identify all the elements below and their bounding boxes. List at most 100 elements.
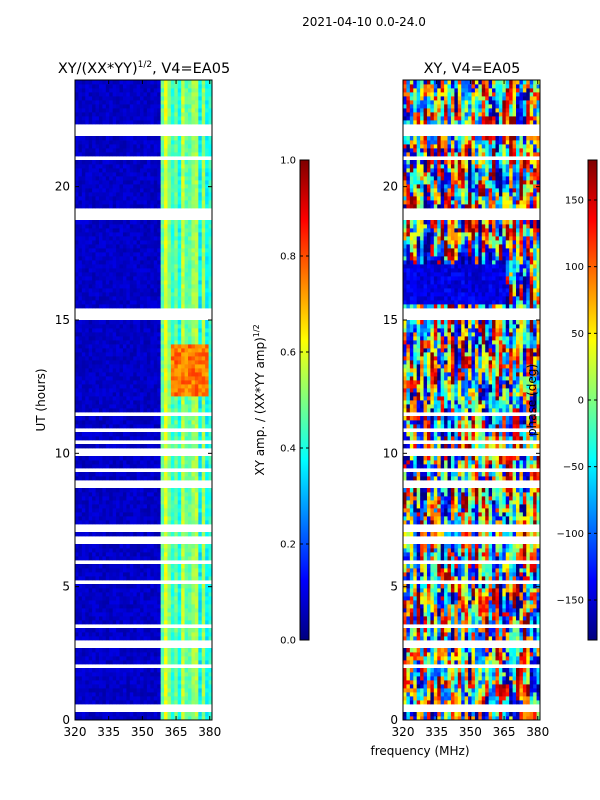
heatmap-cell	[129, 256, 134, 261]
heatmap-cell	[157, 596, 162, 601]
heatmap-cell	[88, 424, 93, 429]
heatmap-cell	[98, 500, 103, 505]
heatmap-cell	[143, 692, 148, 697]
heatmap-cell	[105, 616, 110, 621]
heatmap-cell	[126, 276, 131, 281]
heatmap-cell	[167, 472, 172, 477]
heatmap-cell	[205, 324, 209, 329]
heatmap-cell	[177, 552, 182, 557]
heatmap-cell	[157, 264, 162, 269]
heatmap-cell	[170, 240, 175, 245]
heatmap-cell	[136, 228, 141, 233]
heatmap-cell	[75, 608, 79, 613]
heatmap-cell	[157, 692, 162, 697]
heatmap-cell	[116, 224, 120, 229]
heatmap-cell	[78, 200, 83, 205]
heatmap-cell	[153, 204, 158, 209]
heatmap-cell	[188, 544, 192, 549]
heatmap-cell	[188, 672, 192, 677]
heatmap-cell	[146, 608, 151, 613]
heatmap-cell	[98, 200, 103, 205]
heatmap-cell	[170, 508, 175, 513]
heatmap-cell	[167, 632, 172, 637]
heatmap-cell	[81, 260, 86, 265]
heatmap-cell	[208, 696, 213, 701]
heatmap-cell	[95, 112, 100, 117]
heatmap-cell	[140, 444, 144, 449]
heatmap-cell	[109, 180, 114, 185]
heatmap-cell	[174, 252, 179, 257]
heatmap-cell	[129, 392, 134, 397]
heatmap-cell	[122, 548, 127, 553]
heatmap-cell	[78, 176, 83, 181]
heatmap-cell	[157, 272, 162, 277]
heatmap-cell	[181, 376, 185, 381]
heatmap-cell	[133, 120, 138, 125]
heatmap-cell	[102, 604, 107, 609]
heatmap-cell	[205, 548, 209, 553]
heatmap-cell	[105, 424, 110, 429]
heatmap-cell	[153, 648, 158, 653]
heatmap-cell	[201, 460, 206, 465]
heatmap-cell	[188, 492, 192, 497]
heatmap-cell	[116, 372, 120, 377]
heatmap-cell	[160, 364, 165, 369]
heatmap-cell	[102, 112, 107, 117]
heatmap-cell	[201, 584, 206, 589]
heatmap-cell	[81, 460, 86, 465]
heatmap-cell	[174, 352, 179, 357]
heatmap-cell	[188, 520, 192, 525]
heatmap-cell	[177, 420, 182, 425]
heatmap-cell	[174, 332, 179, 337]
heatmap-cell	[201, 224, 206, 229]
heatmap-cell	[126, 168, 131, 173]
heatmap-cell	[98, 140, 103, 145]
heatmap-cell	[133, 436, 138, 441]
heatmap-cell	[85, 172, 90, 177]
heatmap-cell	[160, 348, 165, 353]
heatmap-cell	[136, 616, 141, 621]
heatmap-cell	[78, 408, 83, 413]
heatmap-cell	[150, 504, 155, 509]
heatmap-cell	[119, 140, 124, 145]
heatmap-cell	[201, 696, 206, 701]
heatmap-cell	[194, 604, 199, 609]
heatmap-cell	[112, 588, 117, 593]
heatmap-cell	[133, 340, 138, 345]
heatmap-cell	[140, 136, 144, 141]
heatmap-cell	[143, 204, 148, 209]
heatmap-cell	[157, 240, 162, 245]
heatmap-cell	[126, 516, 131, 521]
heatmap-cell	[116, 360, 120, 365]
heatmap-cell	[129, 504, 134, 509]
heatmap-cell	[95, 180, 100, 185]
heatmap-cell	[167, 264, 172, 269]
heatmap-cell	[143, 660, 148, 665]
heatmap-cell	[177, 196, 182, 201]
heatmap-cell	[150, 104, 155, 109]
heatmap-cell	[164, 416, 168, 421]
heatmap-cell	[160, 344, 165, 349]
heatmap-cell	[92, 688, 96, 693]
heatmap-cell	[191, 260, 196, 265]
heatmap-cell	[119, 404, 124, 409]
heatmap-cell	[78, 692, 83, 697]
heatmap-cell	[150, 188, 155, 193]
heatmap-cell	[188, 160, 192, 165]
heatmap-cell	[194, 292, 199, 297]
heatmap-cell	[160, 396, 165, 401]
heatmap-cell	[102, 164, 107, 169]
heatmap-cell	[153, 320, 158, 325]
heatmap-cell	[174, 616, 179, 621]
heatmap-cell	[198, 388, 203, 393]
heatmap-cell	[191, 348, 196, 353]
heatmap-cell	[81, 352, 86, 357]
heatmap-cell	[102, 272, 107, 277]
heatmap-cell	[143, 556, 148, 561]
heatmap-cell	[102, 228, 107, 233]
heatmap-cell	[208, 628, 213, 633]
heatmap-cell	[95, 608, 100, 613]
heatmap-cell	[116, 260, 120, 265]
heatmap-cell	[119, 164, 124, 169]
heatmap-cell	[167, 504, 172, 509]
